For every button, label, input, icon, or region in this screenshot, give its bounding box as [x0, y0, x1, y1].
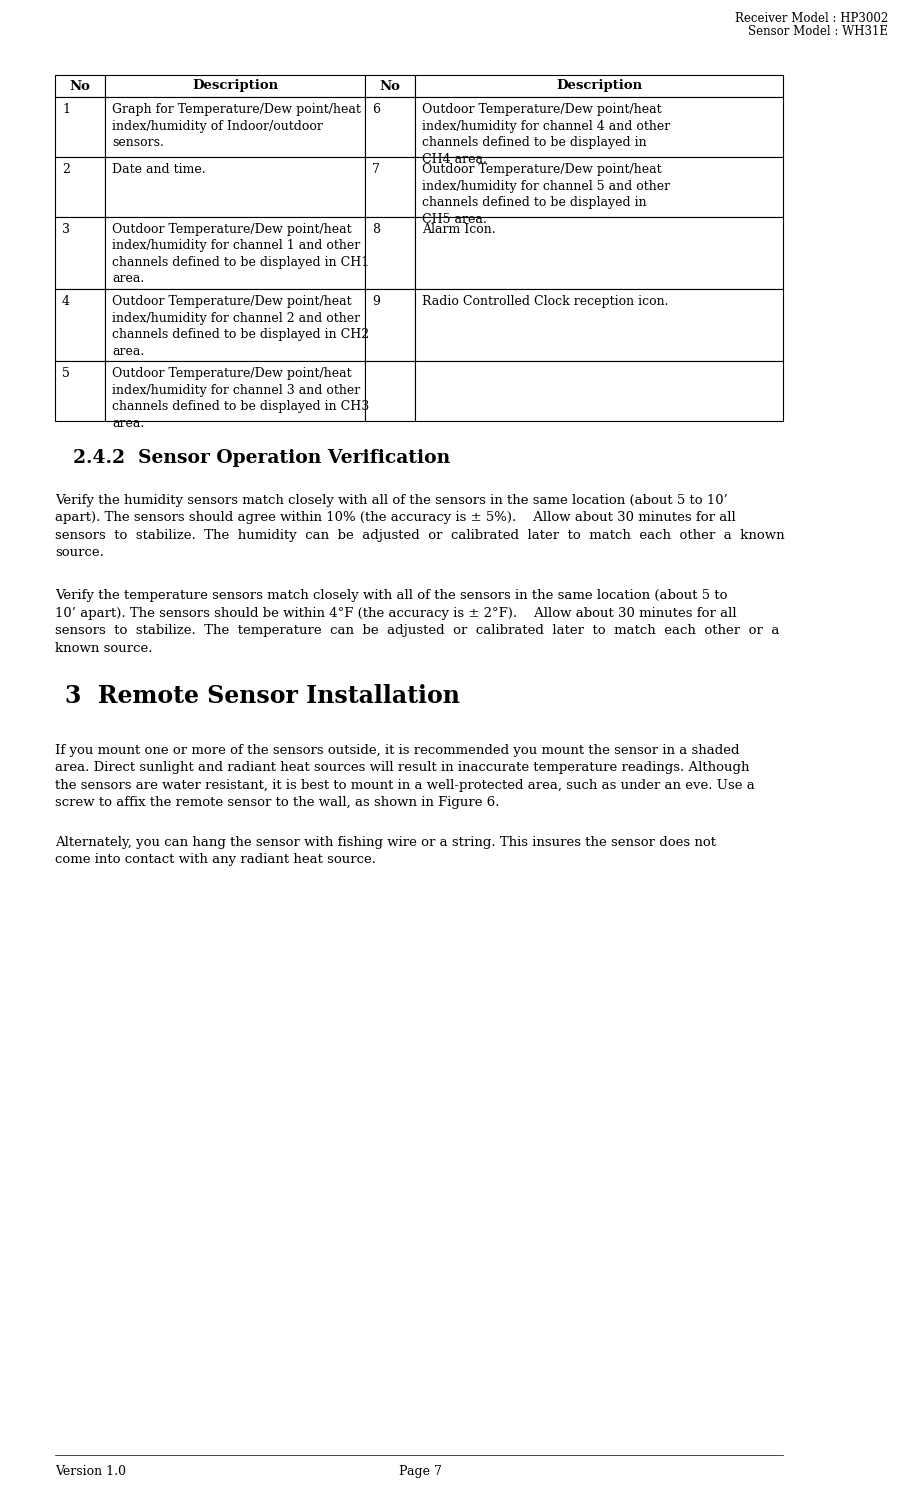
- Bar: [365, 360, 415, 422]
- Bar: [105, 157, 365, 217]
- Text: 3  Remote Sensor Installation: 3 Remote Sensor Installation: [65, 685, 460, 709]
- Text: Page 7: Page 7: [399, 1465, 442, 1479]
- Text: Alternately, you can hang the sensor with fishing wire or a string. This insures: Alternately, you can hang the sensor wit…: [55, 836, 716, 867]
- Bar: [365, 75, 415, 97]
- Bar: [105, 289, 365, 360]
- Bar: [415, 157, 783, 217]
- Bar: [415, 289, 783, 360]
- Bar: [415, 75, 783, 97]
- Text: 2: 2: [62, 163, 70, 176]
- Text: Date and time.: Date and time.: [112, 163, 206, 176]
- Text: Outdoor Temperature/Dew point/heat
index/humidity for channel 4 and other
channe: Outdoor Temperature/Dew point/heat index…: [422, 103, 670, 166]
- Text: Version 1.0: Version 1.0: [55, 1465, 126, 1479]
- Text: 3: 3: [62, 223, 70, 236]
- Bar: [365, 217, 415, 289]
- Bar: [105, 75, 365, 97]
- Bar: [55, 217, 105, 289]
- Bar: [415, 97, 783, 157]
- Text: Description: Description: [556, 79, 642, 93]
- Bar: [415, 360, 783, 422]
- Text: Graph for Temperature/Dew point/heat
index/humidity of Indoor/outdoor
sensors.: Graph for Temperature/Dew point/heat ind…: [112, 103, 361, 150]
- Text: Radio Controlled Clock reception icon.: Radio Controlled Clock reception icon.: [422, 295, 668, 308]
- Bar: [365, 97, 415, 157]
- Text: Outdoor Temperature/Dew point/heat
index/humidity for channel 3 and other
channe: Outdoor Temperature/Dew point/heat index…: [112, 366, 369, 429]
- Text: Sensor Model : WH31E: Sensor Model : WH31E: [748, 25, 888, 37]
- Text: Outdoor Temperature/Dew point/heat
index/humidity for channel 2 and other
channe: Outdoor Temperature/Dew point/heat index…: [112, 295, 369, 357]
- Bar: [55, 360, 105, 422]
- Text: Description: Description: [192, 79, 278, 93]
- Text: 6: 6: [372, 103, 380, 117]
- Bar: [55, 75, 105, 97]
- Text: Verify the humidity sensors match closely with all of the sensors in the same lo: Verify the humidity sensors match closel…: [55, 493, 785, 559]
- Text: Outdoor Temperature/Dew point/heat
index/humidity for channel 5 and other
channe: Outdoor Temperature/Dew point/heat index…: [422, 163, 670, 226]
- Bar: [55, 157, 105, 217]
- Text: Receiver Model : HP3002: Receiver Model : HP3002: [735, 12, 888, 25]
- Bar: [55, 289, 105, 360]
- Bar: [105, 97, 365, 157]
- Text: 8: 8: [372, 223, 380, 236]
- Text: If you mount one or more of the sensors outside, it is recommended you mount the: If you mount one or more of the sensors …: [55, 745, 755, 809]
- Text: 1: 1: [62, 103, 70, 117]
- Text: Verify the temperature sensors match closely with all of the sensors in the same: Verify the temperature sensors match clo…: [55, 589, 779, 655]
- Text: No: No: [69, 79, 90, 93]
- Text: No: No: [379, 79, 401, 93]
- Text: Outdoor Temperature/Dew point/heat
index/humidity for channel 1 and other
channe: Outdoor Temperature/Dew point/heat index…: [112, 223, 369, 286]
- Text: 2.4.2  Sensor Operation Verification: 2.4.2 Sensor Operation Verification: [73, 448, 450, 466]
- Bar: [105, 217, 365, 289]
- Text: 4: 4: [62, 295, 70, 308]
- Bar: [365, 157, 415, 217]
- Text: 9: 9: [372, 295, 380, 308]
- Bar: [105, 360, 365, 422]
- Bar: [365, 289, 415, 360]
- Bar: [55, 97, 105, 157]
- Text: 5: 5: [62, 366, 70, 380]
- Text: 7: 7: [372, 163, 380, 176]
- Bar: [415, 217, 783, 289]
- Text: Alarm Icon.: Alarm Icon.: [422, 223, 496, 236]
